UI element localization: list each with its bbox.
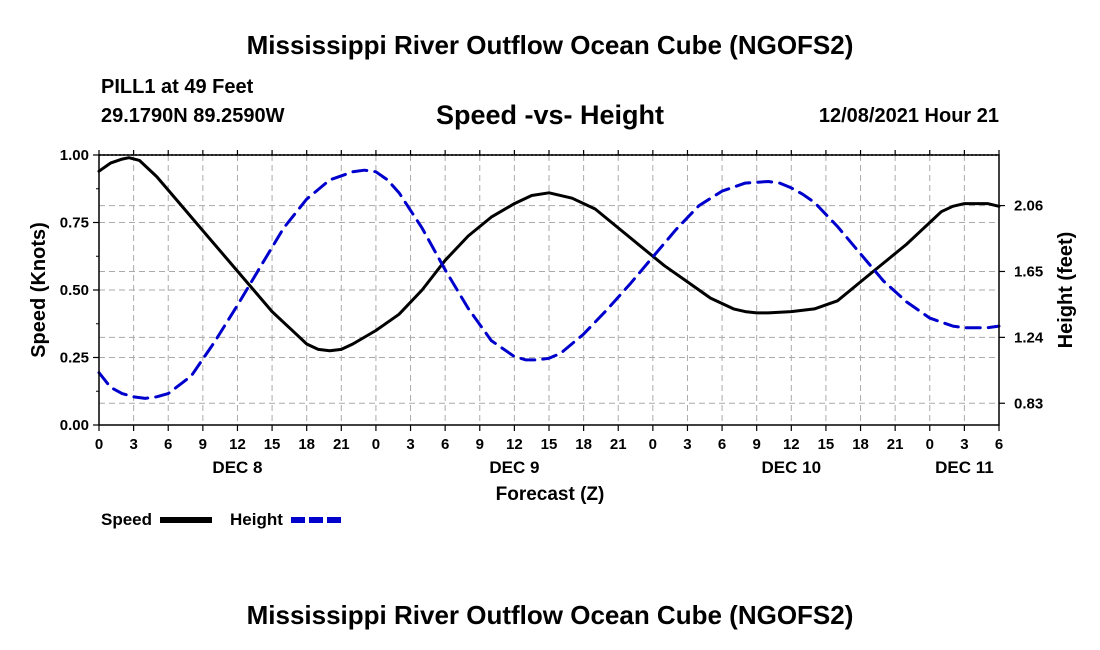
y-axis-label: Speed (Knots): [28, 222, 50, 358]
x-tick-label: 12: [506, 436, 523, 453]
x-tick-label: 12: [229, 436, 246, 453]
y2-tick-label: 2.06: [1014, 198, 1043, 215]
x-tick-label: 9: [199, 436, 207, 453]
x-tick-label: 15: [818, 436, 835, 453]
x-tick-label: 18: [575, 436, 592, 453]
station-name: PILL1 at 49 Feet: [101, 76, 254, 98]
x-tick-label: 0: [926, 436, 934, 453]
legend-speed-label: Speed: [101, 510, 152, 529]
x-tick-label: 9: [476, 436, 484, 453]
x-tick-label: 21: [887, 436, 904, 453]
speed-series-line: [97, 156, 1001, 353]
x-tick-label: 15: [541, 436, 558, 453]
x-tick-label: 6: [164, 436, 172, 453]
x-tick-label: 3: [960, 436, 968, 453]
y-tick-label: 0.00: [60, 417, 89, 434]
height-series-line: [97, 168, 1001, 400]
x-tick-label: 3: [129, 436, 137, 453]
day-label: DEC 8: [212, 458, 262, 477]
x-tick-label: 12: [783, 436, 800, 453]
x-tick-label: 0: [372, 436, 380, 453]
y-tick-label: 1.00: [60, 147, 89, 164]
day-label: DEC 11: [935, 458, 994, 477]
station-coordinates: 29.1790N 89.2590W: [101, 105, 285, 127]
x-tick-label: 15: [264, 436, 281, 453]
x-tick-label: 9: [753, 436, 761, 453]
x-tick-label: 18: [852, 436, 869, 453]
label-layer: 0 3 6 9 12 15 18 21 0 3 6 9 12 15 18 21 0 3 6 9 12 15 18 21 0 3 6 0…: [28, 147, 1077, 529]
y2-tick-label: 1.24: [1014, 329, 1044, 346]
forecast-datetime: 12/08/2021 Hour 21: [818, 105, 999, 127]
y2-axis-label: Height (feet): [1055, 232, 1077, 349]
y2-tick-label: 0.83: [1014, 395, 1043, 412]
day-label: DEC 9: [489, 458, 539, 477]
main-title: Mississippi River Outflow Ocean Cube (NG…: [246, 30, 854, 60]
series-layer: [97, 156, 1001, 400]
x-tick-label: 3: [406, 436, 414, 453]
day-label: DEC 10: [762, 458, 822, 477]
x-tick-label: 18: [298, 436, 315, 453]
x-tick-label: 3: [683, 436, 691, 453]
grid-layer: [99, 154, 999, 426]
y2-tick-label: 1.65: [1014, 263, 1043, 280]
x-tick-label: 6: [995, 436, 1003, 453]
legend-height-label: Height: [230, 510, 283, 529]
y-tick-label: 0.50: [60, 282, 89, 299]
chart-title: Speed -vs- Height: [435, 100, 665, 130]
y-tick-label: 0.25: [60, 350, 89, 367]
footer-title: Mississippi River Outflow Ocean Cube (NG…: [246, 600, 854, 630]
x-tick-label: 6: [718, 436, 726, 453]
frame-layer: [93, 150, 1005, 431]
x-tick-label: 21: [333, 436, 350, 453]
x-tick-label: 0: [95, 436, 103, 453]
y-tick-label: 0.75: [60, 215, 89, 232]
x-axis-label: Forecast (Z): [496, 484, 605, 505]
x-tick-label: 21: [610, 436, 627, 453]
x-tick-label: 6: [441, 436, 449, 453]
x-tick-label: 0: [649, 436, 657, 453]
